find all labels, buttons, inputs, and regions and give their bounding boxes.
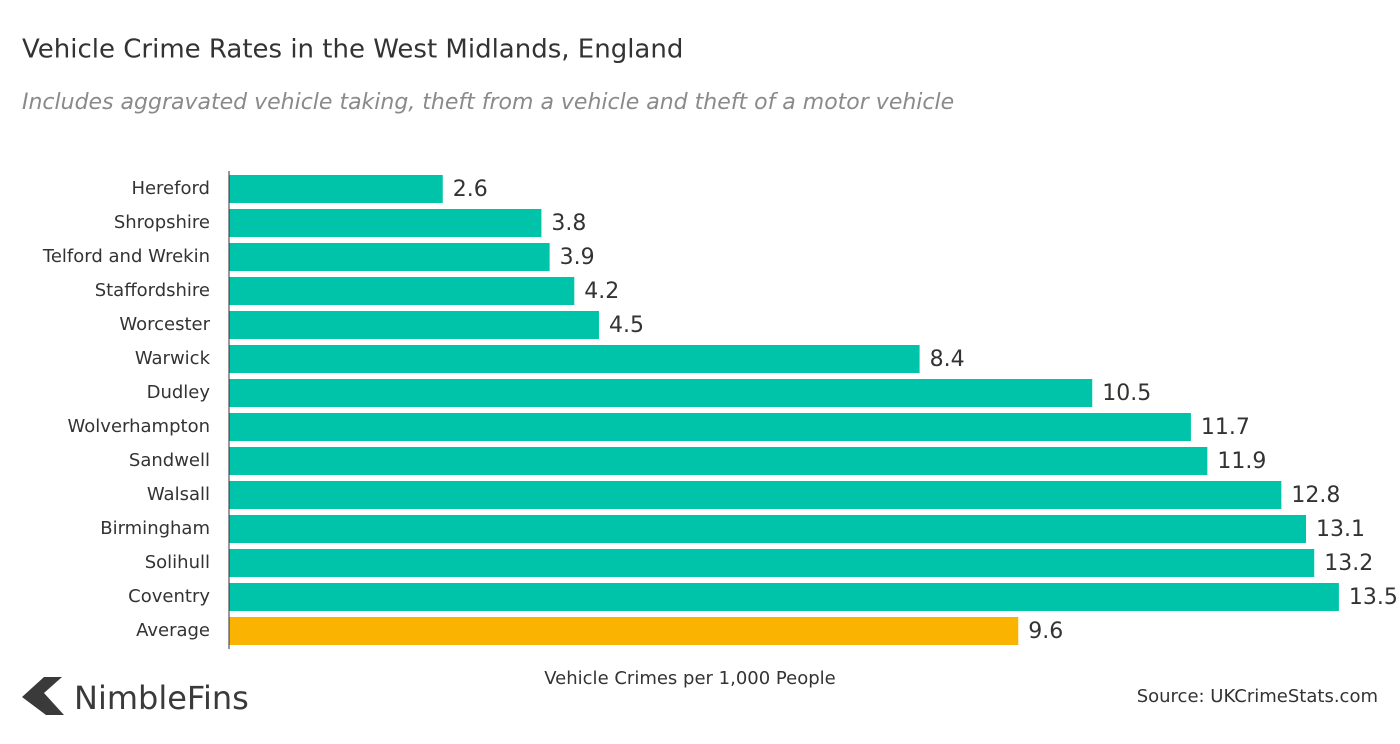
bar	[229, 515, 1307, 543]
value-label: 3.8	[551, 211, 586, 236]
bar	[229, 345, 920, 373]
bar	[229, 277, 575, 305]
value-label: 10.5	[1102, 381, 1151, 406]
y-tick-label: Walsall	[147, 484, 210, 505]
value-label: 4.5	[609, 313, 644, 338]
brand-logo-text: NimbleFins	[74, 679, 249, 717]
y-tick-label: Sandwell	[129, 450, 210, 471]
value-label: 8.4	[930, 347, 965, 372]
y-tick-label: Telford and Wrekin	[42, 246, 210, 267]
y-tick-label: Solihull	[145, 552, 210, 573]
bar	[229, 447, 1208, 475]
y-tick-label: Wolverhampton	[68, 416, 210, 437]
chart-title: Vehicle Crime Rates in the West Midlands…	[22, 35, 683, 65]
y-tick-label: Hereford	[131, 178, 210, 199]
bar	[229, 175, 443, 203]
y-tick-label: Warwick	[135, 348, 211, 369]
bar	[229, 481, 1282, 509]
y-tick-label: Shropshire	[114, 212, 210, 233]
value-label: 13.5	[1349, 585, 1398, 610]
y-tick-label: Worcester	[119, 314, 210, 335]
value-label: 4.2	[584, 279, 619, 304]
bar	[229, 379, 1093, 407]
bar	[229, 243, 550, 271]
value-label: 12.8	[1291, 483, 1340, 508]
y-tick-label: Birmingham	[100, 518, 210, 539]
y-tick-label: Average	[136, 620, 210, 641]
value-label: 13.1	[1316, 517, 1365, 542]
bar	[229, 617, 1019, 645]
bar	[229, 583, 1339, 611]
y-tick-label: Coventry	[128, 586, 210, 607]
y-tick-label: Dudley	[147, 382, 211, 403]
brand-logo-icon	[22, 677, 64, 715]
value-label: 13.2	[1324, 551, 1373, 576]
bar	[229, 311, 599, 339]
value-label: 2.6	[453, 177, 488, 202]
chart-subtitle: Includes aggravated vehicle taking, thef…	[22, 90, 954, 115]
value-label: 9.6	[1028, 619, 1063, 644]
value-label: 11.7	[1201, 415, 1250, 440]
bar	[229, 209, 542, 237]
bar	[229, 549, 1315, 577]
x-axis-label: Vehicle Crimes per 1,000 People	[544, 668, 835, 689]
bar	[229, 413, 1191, 441]
source-note: Source: UKCrimeStats.com	[1137, 686, 1378, 707]
y-tick-label: Staffordshire	[95, 280, 210, 301]
value-label: 11.9	[1217, 449, 1266, 474]
value-label: 3.9	[560, 245, 595, 270]
